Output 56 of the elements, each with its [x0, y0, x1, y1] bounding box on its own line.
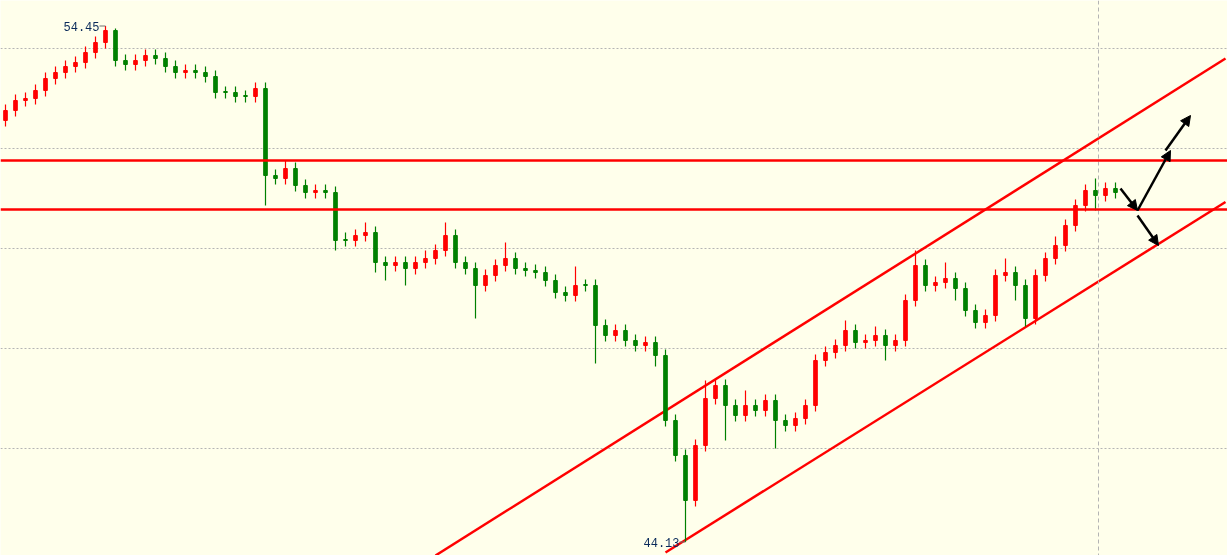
candlestick [433, 243, 438, 266]
candlestick [3, 103, 8, 128]
candlestick [103, 25, 108, 50]
candlestick [363, 221, 368, 243]
candlestick [553, 273, 558, 300]
candlestick [963, 281, 968, 318]
candlestick [1013, 265, 1018, 302]
candlestick [43, 71, 48, 98]
candlestick [513, 251, 518, 276]
candlestick [13, 93, 18, 118]
candlestick [543, 265, 548, 288]
candlestick [253, 81, 258, 104]
candlestick [573, 265, 578, 303]
candlestick [403, 255, 408, 287]
candlestick [833, 338, 838, 360]
candlestick [93, 35, 98, 60]
candlestick [763, 393, 768, 418]
candlestick [33, 83, 38, 106]
candlestick [1003, 257, 1008, 283]
candlestick [503, 241, 508, 273]
annotation: 44.13 [643, 536, 680, 551]
candlestick [473, 261, 478, 320]
candlestick [163, 51, 168, 74]
candlestick [793, 411, 798, 433]
candlestick [713, 378, 718, 406]
candlestick [983, 308, 988, 330]
candlestick [723, 378, 728, 442]
candlestick [883, 328, 888, 362]
annotation: 54.45 [63, 20, 100, 35]
candlestick [483, 268, 488, 293]
candlestick [293, 161, 298, 193]
candlestick [1043, 251, 1048, 283]
candlestick [873, 325, 878, 348]
candlestick [623, 323, 628, 348]
candlestick [823, 345, 828, 368]
candlestick [853, 323, 858, 350]
candlestick [803, 398, 808, 426]
candlestick [1053, 235, 1058, 266]
candlestick [443, 221, 448, 258]
candlestick [973, 303, 978, 330]
candlestick [213, 69, 218, 100]
candlestick [653, 335, 658, 368]
candlestick [603, 318, 608, 343]
candlestick [383, 255, 388, 282]
candlestick [773, 393, 778, 450]
candlestick [493, 258, 498, 283]
candlestick [1103, 181, 1108, 203]
candlestick [943, 261, 948, 290]
candlestick [953, 271, 958, 302]
candlestick [743, 389, 748, 423]
candlestick [1063, 218, 1068, 253]
candlestick [83, 45, 88, 70]
candlestick [843, 319, 848, 353]
candlestick [733, 398, 738, 423]
candlestick [303, 178, 308, 200]
candlestick [923, 258, 928, 293]
